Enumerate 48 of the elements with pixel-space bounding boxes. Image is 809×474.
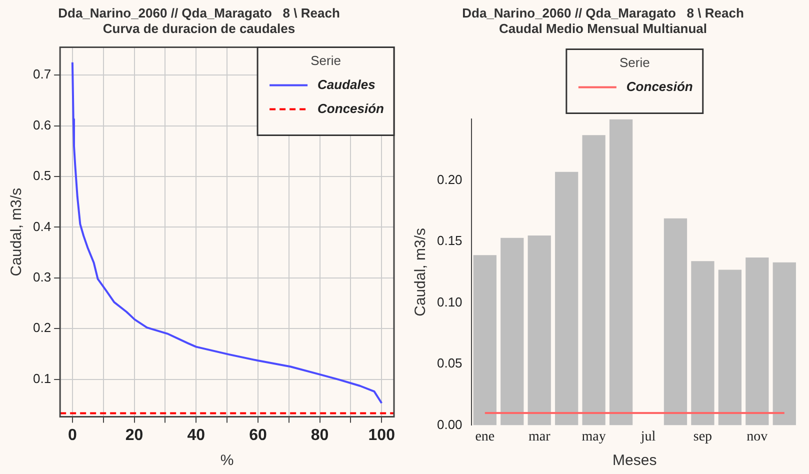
bar [582, 135, 606, 426]
x-tick-label: jul [640, 429, 656, 444]
x-axis-title: Meses [612, 452, 657, 470]
y-tick-label: 0.10 [436, 294, 462, 310]
bar [500, 238, 524, 426]
bar [473, 255, 496, 426]
y-tick-label: 0.6 [32, 117, 52, 132]
chart-title: Dda_Narino_2060 // Qda_Maragato 8 \ Reach [58, 5, 340, 20]
x-tick-label: 0 [68, 426, 77, 444]
bar [609, 119, 633, 426]
y-tick-label: 0.15 [436, 233, 462, 248]
bar [664, 218, 688, 426]
legend-title: Serie [310, 53, 341, 68]
y-tick-label: 0.2 [32, 320, 52, 336]
chart-subtitle: Curva de duracion de caudales [102, 20, 296, 36]
y-tick-label: 0.5 [32, 168, 52, 184]
legend-label: Caudales [318, 77, 376, 92]
y-axis-title: Caudal, m3/s [8, 188, 26, 276]
y-tick-label: 0.4 [32, 218, 52, 234]
bar [718, 270, 742, 426]
x-tick-label: may [582, 429, 606, 444]
chart-title: Dda_Narino_2060 // Qda_Maragato 8 \ Reach [462, 5, 744, 20]
y-tick-label: 0.20 [436, 172, 462, 187]
y-tick-label: 0.7 [32, 66, 52, 82]
y-tick-label: 0.1 [32, 370, 52, 386]
x-tick-label: 80 [310, 426, 329, 444]
bar [691, 261, 714, 426]
x-tick-label: 40 [187, 426, 206, 444]
x-tick-label: mar [528, 429, 551, 444]
y-tick-label: 0.00 [436, 416, 462, 432]
y-tick-label: 0.05 [436, 356, 462, 371]
x-tick-label: 20 [125, 426, 144, 444]
legend-title: Serie [619, 55, 650, 70]
y-tick-label: 0.3 [32, 269, 52, 284]
bar [528, 235, 551, 426]
bar [555, 172, 578, 426]
y-axis-title: Caudal, m3/s [412, 228, 430, 316]
bar [746, 258, 769, 426]
x-tick-label: nov [746, 429, 768, 444]
x-tick-label: 100 [368, 426, 396, 444]
x-tick-label: 60 [249, 426, 267, 444]
x-tick-label: ene [475, 429, 495, 444]
chart-subtitle: Caudal Medio Mensual Multianual [498, 20, 708, 36]
bar [772, 262, 796, 426]
x-axis-title: % [220, 452, 234, 470]
legend-label: Concesión [318, 101, 384, 116]
x-tick-label: sep [693, 429, 712, 444]
legend-label: Concesión [626, 79, 693, 94]
